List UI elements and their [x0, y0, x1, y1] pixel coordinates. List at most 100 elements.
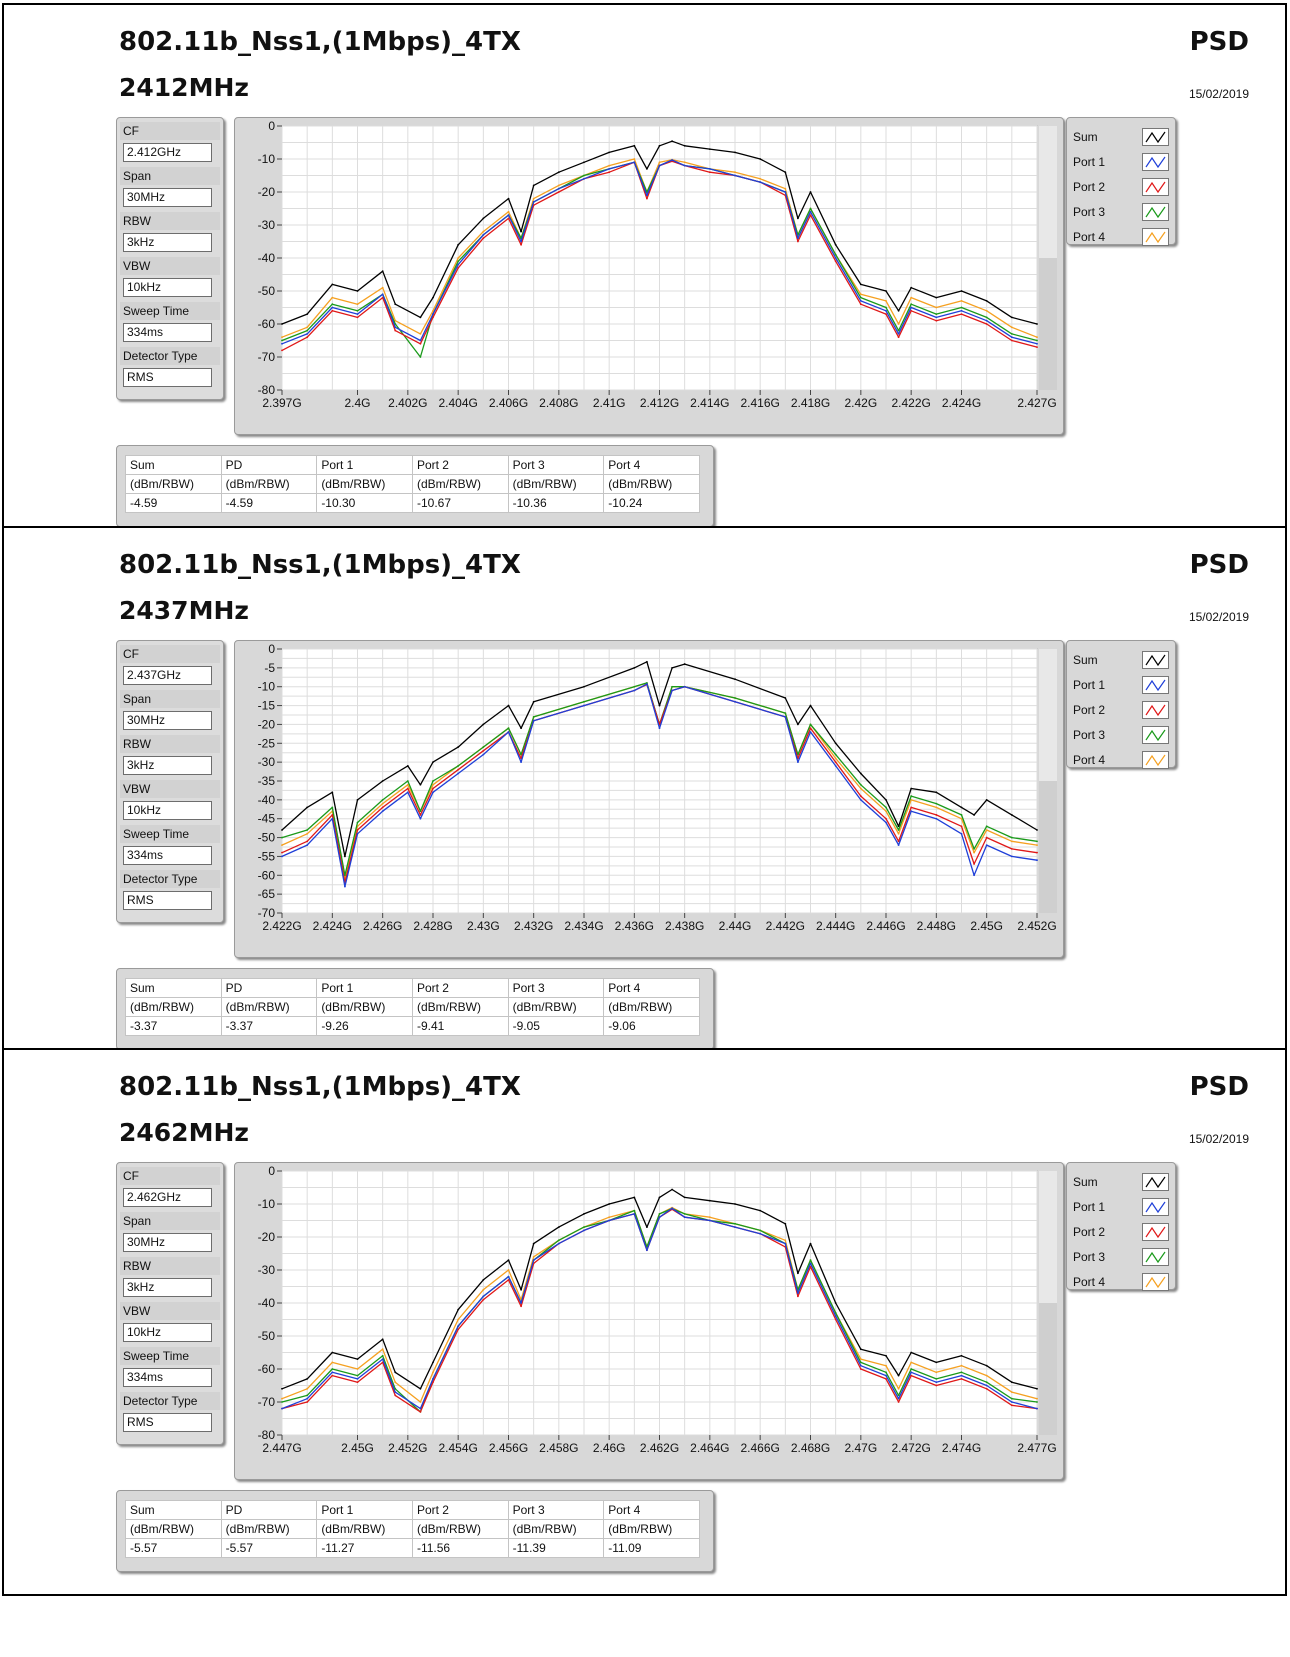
- param-value-field[interactable]: 30MHz: [123, 711, 212, 730]
- table-cell: (dBm/RBW): [411, 997, 509, 1017]
- legend-item[interactable]: Port 4: [1073, 1269, 1169, 1294]
- legend-item[interactable]: Port 3: [1073, 199, 1169, 224]
- param-value-field[interactable]: 10kHz: [123, 801, 212, 820]
- psd-chart[interactable]: 0 -10 -20 -30 -40 -50 -60 -70 -80 2.397G 2.4G 2.402…: [234, 117, 1064, 435]
- legend-item[interactable]: Port 1: [1073, 672, 1169, 697]
- param-value-field[interactable]: 334ms: [123, 1368, 212, 1387]
- param-value-field[interactable]: RMS: [123, 891, 212, 910]
- data-point-port-4: [784, 187, 787, 190]
- data-point-sum: [797, 217, 799, 220]
- param-value-field[interactable]: 3kHz: [123, 1278, 212, 1297]
- data-point-port-1: [797, 1292, 799, 1294]
- data-point-port-1: [432, 313, 434, 315]
- data-point-port-2: [797, 240, 799, 243]
- data-point-port-1: [734, 174, 736, 177]
- table-cell: -4.59: [125, 493, 222, 513]
- param-value-field[interactable]: RMS: [123, 1413, 212, 1432]
- legend-item[interactable]: Sum: [1073, 124, 1169, 149]
- data-point-port-4: [708, 1216, 711, 1219]
- data-point-port-4: [381, 802, 384, 805]
- param-value-field[interactable]: 334ms: [123, 323, 212, 342]
- data-point-port-1: [419, 339, 422, 342]
- table-row: Sum PD Port 1 Port 2 Port 3 Port 4: [125, 455, 700, 475]
- legend-swatch-icon: [1145, 131, 1166, 143]
- data-point-sum: [583, 161, 585, 164]
- psd-chart[interactable]: 0 -10 -20 -30 -40 -50 -60 -70 -80 2.447G 2.45G 2.45…: [234, 1162, 1064, 1480]
- data-point-sum: [520, 230, 522, 233]
- param-value-field[interactable]: 2.462GHz: [123, 1188, 212, 1207]
- legend-item[interactable]: Port 4: [1073, 747, 1169, 772]
- data-point-port-3: [960, 1371, 963, 1374]
- data-point-port-2: [897, 336, 900, 339]
- param-label: VBW: [120, 780, 220, 798]
- data-point-port-1: [885, 309, 887, 312]
- legend-item[interactable]: Port 2: [1073, 1219, 1169, 1244]
- data-point-port-2: [281, 349, 283, 352]
- x-tick-label: 2.442G: [766, 919, 805, 933]
- table-row: Sum PD Port 1 Port 2 Port 3 Port 4: [125, 1500, 700, 1520]
- data-point-sum: [281, 323, 283, 325]
- table-cell: (dBm/RBW): [316, 474, 413, 494]
- data-point-port-2: [897, 1401, 900, 1403]
- y-tick-label: -70: [258, 1395, 276, 1409]
- data-point-sum: [935, 1361, 938, 1364]
- table-cell: -9.26: [316, 1016, 413, 1036]
- param-value-field[interactable]: 30MHz: [123, 1233, 212, 1252]
- data-point-port-4: [482, 1288, 485, 1291]
- data-point-sum: [457, 1308, 460, 1311]
- param-value-field[interactable]: RMS: [123, 368, 212, 387]
- param-value-field[interactable]: 3kHz: [123, 756, 212, 775]
- y-tick-label: 0: [268, 1164, 275, 1178]
- param-value-field[interactable]: 10kHz: [123, 1323, 212, 1342]
- data-point-port-4: [394, 1381, 397, 1384]
- psd-chart-svg: 0 -10 -20 -30 -40 -50 -60 -70 -802.397G 2.4G 2.402…: [258, 119, 1057, 410]
- legend-item[interactable]: Port 4: [1073, 224, 1169, 249]
- param-value-field[interactable]: 2.412GHz: [123, 143, 212, 162]
- param-value-field[interactable]: 30MHz: [123, 188, 212, 207]
- data-point-port-3: [381, 798, 384, 801]
- data-point-port-1: [683, 1216, 686, 1219]
- table-cell: (dBm/RBW): [316, 1519, 413, 1539]
- data-point-sum: [885, 798, 887, 801]
- param-value-field[interactable]: 334ms: [123, 846, 212, 865]
- legend-item[interactable]: Port 1: [1073, 1194, 1169, 1219]
- data-point-port-1: [985, 844, 988, 847]
- table-cell: -10.30: [316, 493, 413, 513]
- data-point-port-1: [897, 844, 900, 847]
- data-point-sum: [973, 814, 975, 816]
- data-point-port-4: [381, 1348, 384, 1351]
- legend-item[interactable]: Port 2: [1073, 697, 1169, 722]
- data-point-sum: [910, 286, 913, 289]
- data-point-port-2: [457, 768, 460, 771]
- data-point-sum: [356, 798, 359, 801]
- legend-item[interactable]: Port 1: [1073, 149, 1169, 174]
- data-point-sum: [859, 1348, 862, 1351]
- data-point-port-3: [885, 1371, 887, 1374]
- table-cell: Port 4: [603, 978, 700, 998]
- data-point-port-2: [432, 787, 434, 790]
- psd-chart[interactable]: 0 -5 -10 -15 -20 -25 -30 -35 -40 -45 -50 -55 -60 -65 -…: [234, 640, 1064, 958]
- legend-item[interactable]: Sum: [1073, 647, 1169, 672]
- legend-item[interactable]: Sum: [1073, 1169, 1169, 1194]
- legend-item[interactable]: Port 2: [1073, 174, 1169, 199]
- date-label: 15/02/2019: [1188, 610, 1249, 624]
- table-cell: -10.67: [411, 493, 509, 513]
- table-cell: Port 2: [411, 978, 509, 998]
- measurement-table-grid: Sum PD Port 1 Port 2 Port 3 Port 4 (dBm/RBW) (d…: [125, 978, 700, 1036]
- param-value-field[interactable]: 2.437GHz: [123, 666, 212, 685]
- legend-label: Port 4: [1073, 229, 1106, 244]
- data-point-port-3: [583, 700, 585, 703]
- data-point-port-1: [910, 1371, 913, 1374]
- data-point-sum: [809, 1242, 812, 1245]
- data-point-sum: [734, 678, 736, 681]
- param-value-field[interactable]: 10kHz: [123, 278, 212, 297]
- param-value-field[interactable]: 3kHz: [123, 233, 212, 252]
- legend-item[interactable]: Port 3: [1073, 722, 1169, 747]
- table-cell: (dBm/RBW): [125, 1519, 222, 1539]
- y-tick-label: -20: [258, 1230, 276, 1244]
- data-point-port-2: [960, 313, 963, 315]
- data-point-port-4: [897, 1387, 900, 1390]
- data-point-port-3: [834, 753, 837, 756]
- legend-item[interactable]: Port 3: [1073, 1244, 1169, 1269]
- data-point-port-3: [935, 1378, 938, 1380]
